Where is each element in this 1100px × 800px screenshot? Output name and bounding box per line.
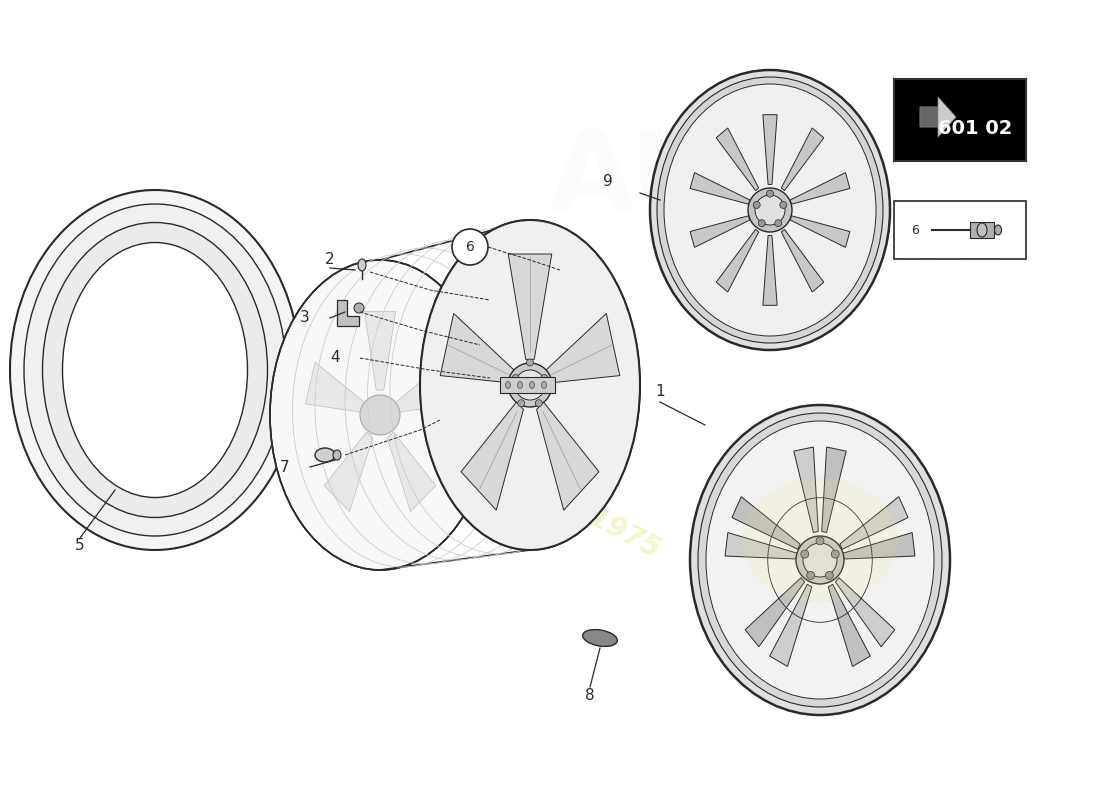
Polygon shape — [364, 312, 396, 390]
Polygon shape — [690, 173, 750, 204]
Polygon shape — [920, 97, 956, 137]
Ellipse shape — [650, 70, 890, 350]
Ellipse shape — [698, 413, 942, 707]
Circle shape — [806, 571, 815, 579]
Ellipse shape — [541, 382, 547, 389]
Text: 3: 3 — [300, 310, 310, 325]
Polygon shape — [835, 578, 895, 646]
Polygon shape — [537, 402, 598, 510]
Text: 7: 7 — [280, 461, 289, 475]
Polygon shape — [508, 254, 552, 359]
Text: 8: 8 — [585, 687, 595, 702]
Circle shape — [796, 536, 844, 584]
Ellipse shape — [977, 223, 987, 237]
Ellipse shape — [657, 77, 883, 343]
Polygon shape — [306, 362, 364, 412]
Ellipse shape — [63, 242, 248, 498]
Circle shape — [801, 550, 808, 558]
Ellipse shape — [315, 448, 336, 462]
Polygon shape — [690, 216, 750, 247]
Circle shape — [541, 374, 548, 382]
Circle shape — [748, 188, 792, 232]
Ellipse shape — [517, 382, 522, 389]
FancyBboxPatch shape — [894, 79, 1026, 161]
Polygon shape — [763, 114, 777, 185]
Polygon shape — [387, 432, 436, 511]
Polygon shape — [790, 216, 850, 247]
Text: 2: 2 — [326, 253, 334, 267]
Ellipse shape — [529, 382, 535, 389]
Polygon shape — [794, 447, 818, 533]
Bar — [970, 222, 994, 238]
Text: 9: 9 — [603, 174, 613, 190]
Polygon shape — [828, 584, 870, 666]
Polygon shape — [781, 230, 824, 292]
Polygon shape — [763, 235, 777, 306]
Ellipse shape — [420, 220, 640, 550]
Ellipse shape — [583, 630, 617, 646]
Polygon shape — [544, 314, 619, 383]
Ellipse shape — [10, 190, 300, 550]
Circle shape — [536, 400, 542, 406]
FancyBboxPatch shape — [894, 201, 1026, 259]
Polygon shape — [716, 128, 759, 190]
Text: AUTO: AUTO — [549, 126, 892, 234]
Text: 1: 1 — [656, 385, 664, 399]
Circle shape — [515, 370, 544, 400]
Polygon shape — [440, 314, 515, 383]
Circle shape — [508, 363, 552, 407]
Circle shape — [755, 195, 785, 225]
Ellipse shape — [24, 204, 286, 536]
Polygon shape — [337, 300, 359, 326]
Circle shape — [513, 374, 519, 382]
Ellipse shape — [690, 405, 950, 715]
Polygon shape — [920, 107, 938, 127]
Text: 5: 5 — [75, 538, 85, 554]
Ellipse shape — [994, 225, 1001, 235]
Polygon shape — [396, 362, 454, 412]
Text: 601 02: 601 02 — [938, 118, 1012, 138]
Polygon shape — [844, 533, 915, 559]
Circle shape — [527, 359, 534, 366]
Text: 6: 6 — [911, 223, 918, 237]
Circle shape — [767, 190, 773, 197]
Polygon shape — [770, 584, 812, 666]
Circle shape — [754, 202, 760, 209]
Ellipse shape — [664, 84, 876, 336]
Text: PARTS: PARTS — [723, 199, 1018, 281]
Circle shape — [452, 229, 488, 265]
Ellipse shape — [333, 450, 341, 460]
Polygon shape — [781, 128, 824, 190]
Polygon shape — [716, 230, 759, 292]
Polygon shape — [822, 447, 846, 533]
Polygon shape — [725, 533, 796, 559]
Circle shape — [518, 400, 525, 406]
Text: 4: 4 — [330, 350, 340, 366]
Ellipse shape — [706, 421, 934, 699]
Text: 6: 6 — [465, 240, 474, 254]
Circle shape — [758, 220, 766, 226]
Ellipse shape — [43, 222, 267, 518]
Circle shape — [780, 202, 786, 209]
Polygon shape — [840, 497, 909, 550]
Text: a passion for parts since 1975: a passion for parts since 1975 — [235, 317, 664, 563]
Circle shape — [825, 571, 834, 579]
Ellipse shape — [506, 382, 510, 389]
Polygon shape — [500, 377, 556, 393]
Ellipse shape — [270, 260, 490, 570]
Polygon shape — [745, 578, 804, 646]
Polygon shape — [324, 432, 373, 511]
Circle shape — [803, 543, 837, 577]
Circle shape — [832, 550, 839, 558]
Ellipse shape — [742, 478, 898, 602]
Polygon shape — [461, 402, 524, 510]
Polygon shape — [790, 173, 850, 204]
Polygon shape — [732, 497, 800, 550]
Ellipse shape — [358, 259, 366, 271]
Circle shape — [354, 303, 364, 313]
Circle shape — [774, 220, 782, 226]
Circle shape — [360, 395, 400, 435]
Circle shape — [816, 537, 824, 545]
